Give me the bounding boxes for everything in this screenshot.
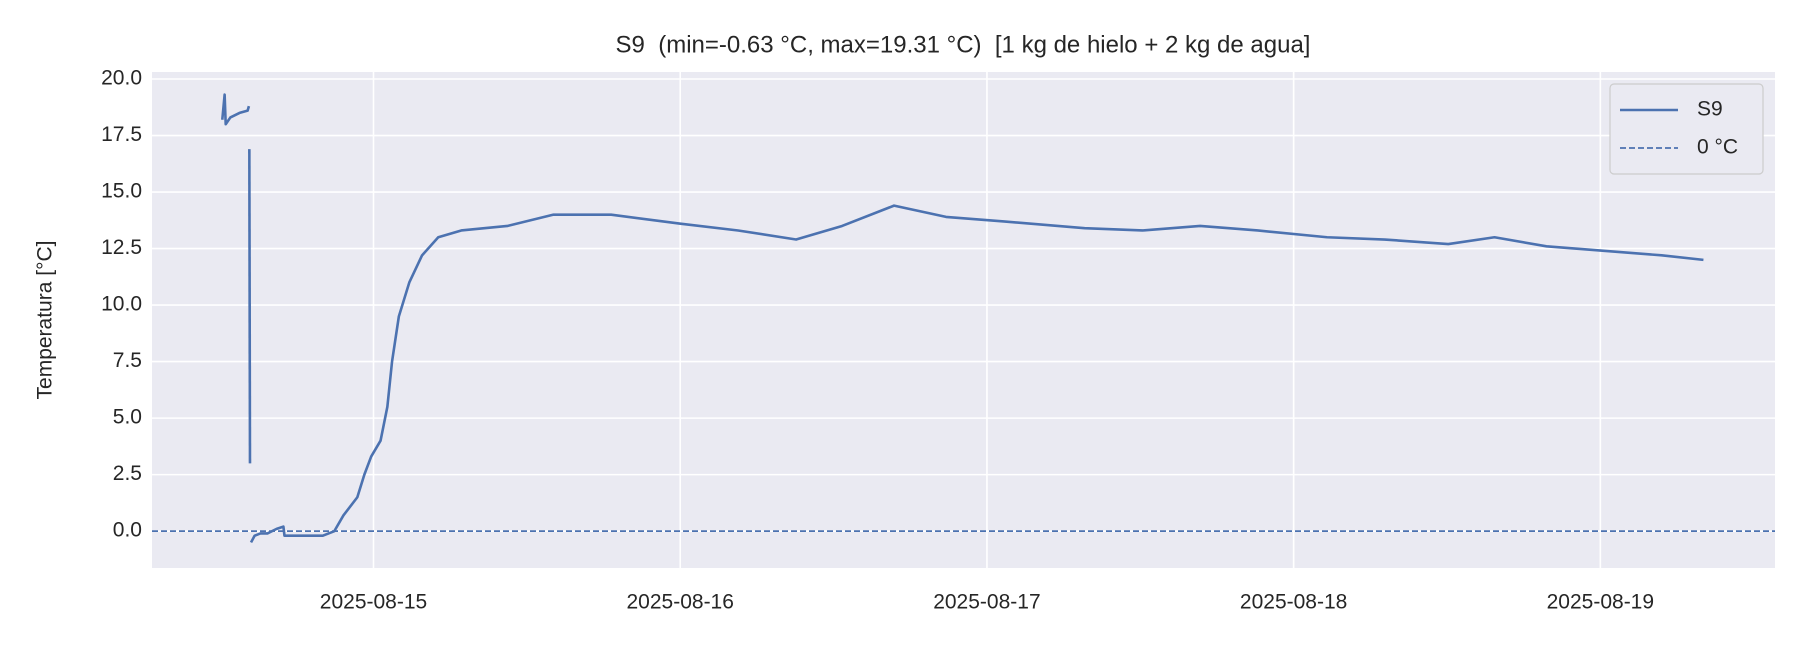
y-tick-label: 0.0 [113, 519, 142, 542]
x-tick-label: 2025-08-16 [627, 591, 734, 614]
y-tick-label: 20.0 [101, 67, 142, 90]
x-tick-label: 2025-08-15 [320, 591, 427, 614]
x-tick-label: 2025-08-17 [933, 591, 1040, 614]
y-tick-label: 2.5 [113, 462, 142, 485]
legend-label: S9 [1697, 98, 1723, 121]
y-axis-label: Temperatura [°C] [34, 241, 57, 400]
chart-title: S9 (min=-0.63 °C, max=19.31 °C) [1 kg de… [616, 31, 1311, 58]
y-tick-label: 7.5 [113, 349, 142, 372]
y-tick-label: 15.0 [101, 180, 142, 203]
line [220, 93, 251, 126]
x-tick-label: 2025-08-18 [1240, 591, 1347, 614]
line [249, 204, 1704, 544]
y-tick-label: 5.0 [113, 406, 142, 429]
y-tick-label: 17.5 [101, 123, 142, 146]
line [248, 149, 252, 464]
y-tick-label: 12.5 [101, 236, 142, 259]
y-tick-label: 10.0 [101, 293, 142, 316]
legend-label: 0 °C [1697, 136, 1738, 159]
plot-area [152, 72, 1775, 568]
legend-box [1609, 83, 1764, 175]
x-tick-label: 2025-08-19 [1547, 591, 1654, 614]
